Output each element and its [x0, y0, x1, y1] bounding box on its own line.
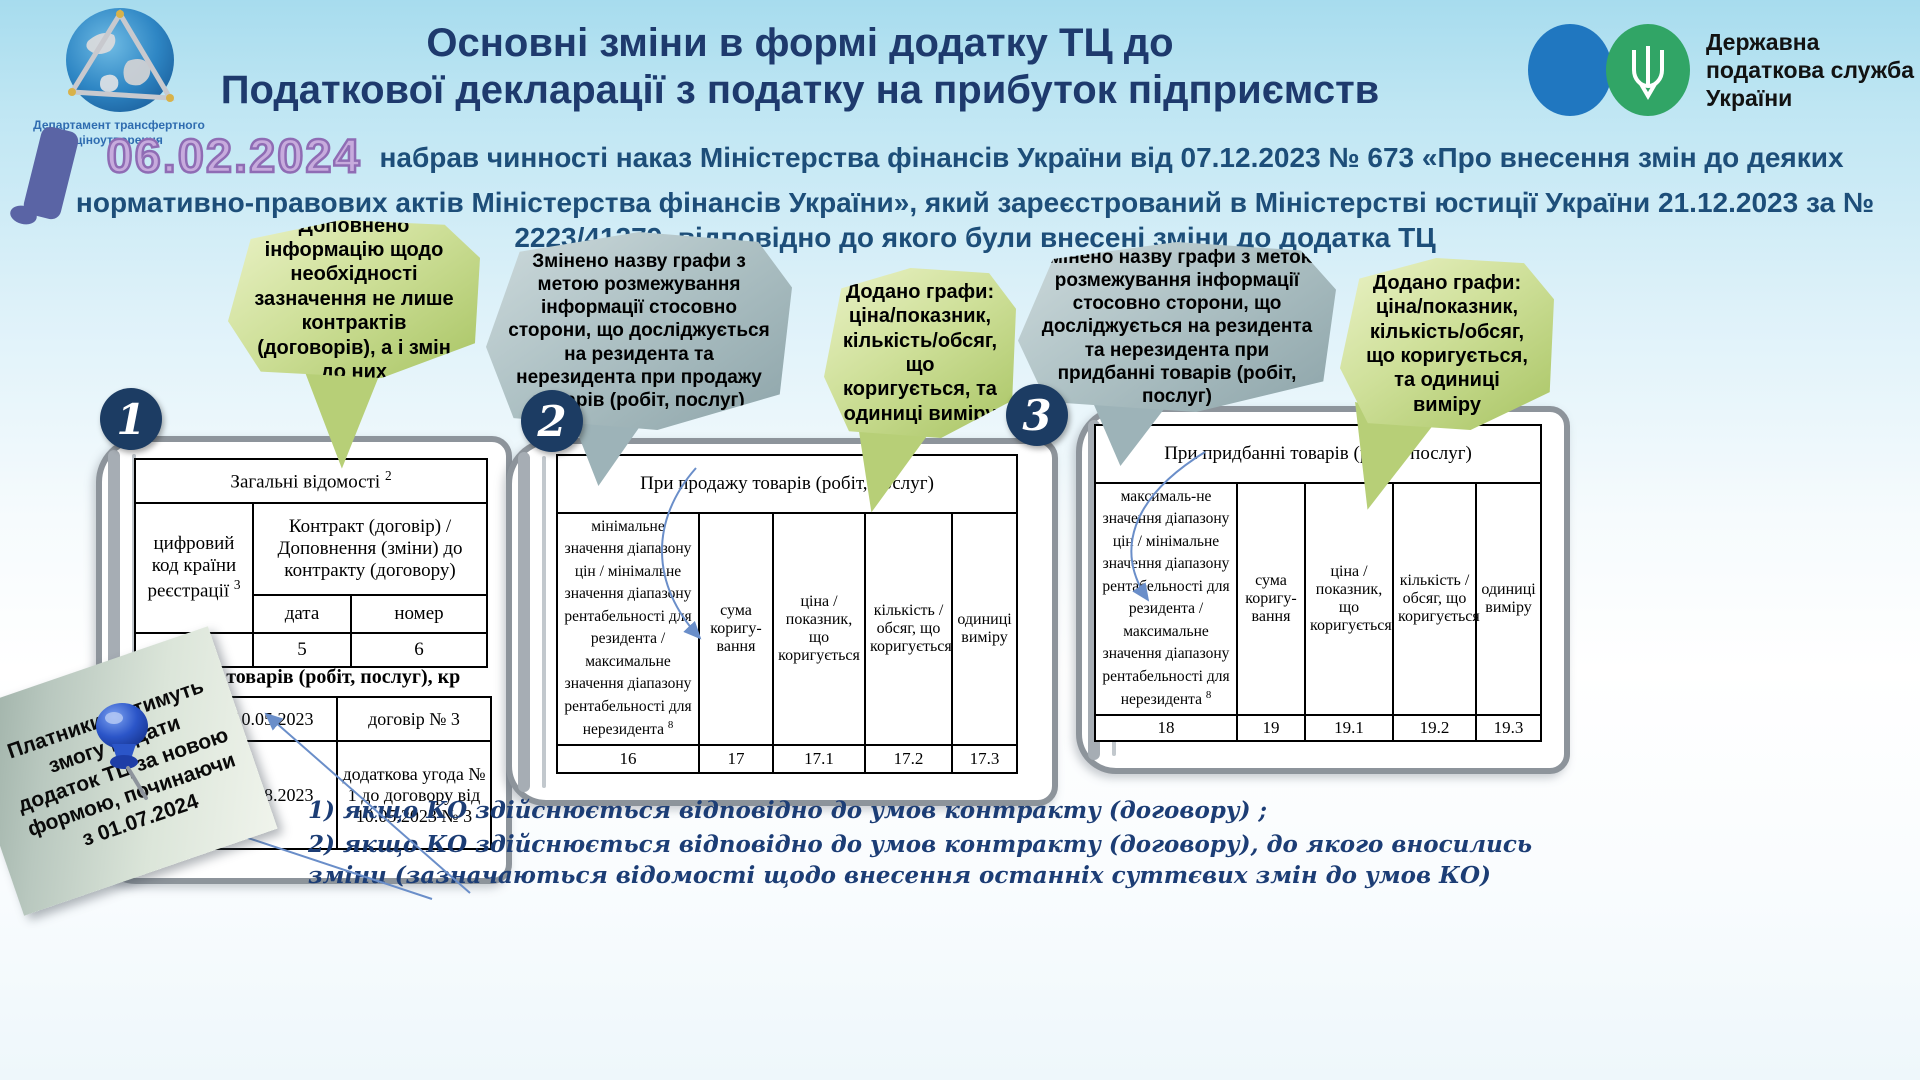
general-info-title: Загальні відомості [230, 471, 381, 493]
title-line-1: Основні зміни в формі додатку ТЦ до [426, 21, 1174, 65]
date-subheader: дата [252, 594, 352, 634]
sale-table-header: При продажу товарів (робіт, послуг) [555, 454, 1019, 514]
purchase-num-18: 18 [1094, 713, 1238, 742]
row-1-desc: договір № 3 [336, 696, 492, 742]
sale-num-17-3: 17.3 [950, 743, 1019, 774]
superscript: 8 [1205, 689, 1212, 702]
sale-col3-cell: ціна / показник, що коригується [772, 512, 866, 746]
step-2-badge: 2 [521, 390, 583, 452]
sale-num-17: 17 [698, 743, 774, 774]
sale-col5-cell: одиниці виміру [950, 512, 1019, 746]
callout-change-1-text: Доповнено інформацію щодо необхідності з… [254, 214, 454, 383]
callout-change-1: Доповнено інформацію щодо необхідності з… [228, 220, 480, 378]
purchase-col2-cell: сума коригу-вання [1236, 482, 1306, 716]
purchase-col3-cell: ціна / показник, що коригується [1304, 482, 1394, 716]
title-line-2: Податкової декларації з податку на прибу… [220, 68, 1380, 113]
goods-table-title: Щодо товарів (робіт, послуг), кр [169, 666, 461, 688]
step-3-number: 3 [1022, 390, 1052, 440]
sale-col2-cell: сума коригу-вання [698, 512, 774, 746]
purchase-col1-label: максималь-не значення діапазону цін / мі… [1102, 488, 1230, 709]
purchase-col5-cell: одиниці виміру [1474, 482, 1543, 716]
step-1-badge: 1 [100, 388, 162, 450]
department-logo-caption: Департамент трансфертного ціноутворення [33, 118, 205, 147]
footnote-1: 1) якщо КО здійснюється відповідно до ум… [308, 797, 1268, 824]
country-code-cell: цифровий код країни реєстрації 3 [134, 502, 254, 634]
purchase-num-19-1: 19.1 [1304, 713, 1394, 742]
sale-num-17-2: 17.2 [864, 743, 953, 774]
purchase-table-header: При придбанні товарів (робіт, послуг) [1093, 424, 1543, 484]
effective-date: 06.02.2024 [105, 128, 362, 184]
purchase-col1-cell: максималь-не значення діапазону цін / мі… [1094, 482, 1238, 716]
callout-change-5: Додано графи: ціна/показник, кількість/о… [1340, 258, 1554, 430]
tax-service-name: Державна податкова служба України [1706, 29, 1915, 112]
footnote-2: 2) якщо КО здійснюється відповідно до ум… [308, 831, 1533, 889]
pushpin-icon [96, 703, 148, 800]
purchase-table: При придбанні товарів (робіт, послуг) ма… [1093, 424, 1543, 742]
col-num-5: 5 [252, 632, 352, 668]
country-code-label: цифровий код країни реєстрації [147, 533, 237, 602]
superscript: 3 [233, 577, 241, 593]
callout-change-2: Змінено назву графи з метою розмежування… [486, 232, 792, 430]
sale-col4-cell: кількість / обсяг, що коригується [864, 512, 953, 746]
callout-change-2-text: Змінено назву графи з метою розмежування… [508, 250, 770, 411]
superscript: 8 [667, 719, 674, 732]
callout-change-5-text: Додано графи: ціна/показник, кількість/о… [1366, 271, 1528, 416]
intro-paragraph: 06.02.2024 набрав чинності наказ Міністе… [72, 126, 1878, 256]
step-2-number: 2 [537, 396, 567, 446]
general-info-header-cell: Загальні відомості 2 [133, 458, 489, 504]
col-num-6: 6 [349, 632, 489, 668]
step-1-number: 1 [116, 394, 146, 444]
purchase-num-19-3: 19.3 [1474, 713, 1543, 742]
number-subheader: номер [349, 594, 489, 634]
sale-col1-cell: мінімальне значення діапазону цін / міні… [556, 512, 700, 746]
trident-icon [1632, 46, 1664, 100]
intro-text: набрав чинності наказ Міністерства фінан… [75, 142, 1875, 254]
purchase-num-19-2: 19.2 [1392, 713, 1477, 742]
callout-change-3: Додано графи: ціна/показник, кількість/о… [824, 268, 1016, 438]
department-globe-icon [66, 8, 175, 112]
superscript: 2 [384, 468, 392, 484]
tax-service-emblem-icon [1528, 24, 1690, 116]
sale-num-17-1: 17.1 [772, 743, 866, 774]
purchase-num-19: 19 [1236, 713, 1306, 742]
callout-change-3-text: Додано графи: ціна/показник, кількість/о… [842, 280, 998, 425]
step-3-badge: 3 [1006, 384, 1068, 446]
sale-num-16: 16 [556, 743, 700, 774]
sale-table: При продажу товарів (робіт, послуг) міні… [555, 454, 1019, 774]
callout-change-4: Змінено назву графи з метою розмежування… [1018, 242, 1336, 412]
callout-change-4-text: Змінено назву графи з метою розмежування… [1036, 246, 1318, 407]
footnotes: 1) якщо КО здійснюється відповідно до ум… [308, 796, 1598, 895]
contract-cell: Контракт (договір) / Доповнення (зміни) … [251, 502, 489, 596]
purchase-col4-cell: кількість / обсяг, що коригується [1392, 482, 1480, 716]
page-title: Основні зміни в формі додатку ТЦ до Пода… [170, 20, 1430, 114]
sale-col1-label: мінімальне значення діапазону цін / міні… [564, 518, 692, 739]
